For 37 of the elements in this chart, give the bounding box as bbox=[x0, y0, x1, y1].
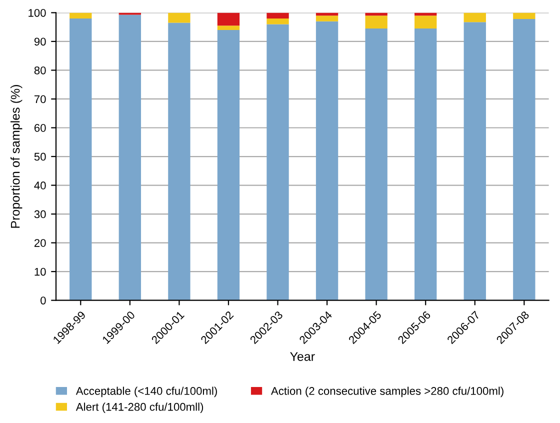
y-tick-label: 10 bbox=[34, 268, 46, 276]
y-tick-label: 30 bbox=[34, 210, 46, 218]
bar bbox=[365, 16, 388, 29]
y-tick-label: 80 bbox=[34, 66, 46, 74]
y-axis-title: Proportion of samples (%) bbox=[10, 85, 22, 228]
y-tick-label: 0 bbox=[40, 296, 46, 304]
bar bbox=[118, 14, 142, 300]
bar bbox=[217, 26, 240, 30]
y-tick-label: 70 bbox=[34, 95, 46, 104]
bar bbox=[464, 22, 486, 300]
bar bbox=[414, 16, 437, 29]
bar bbox=[266, 24, 289, 300]
bar bbox=[316, 16, 338, 22]
bar bbox=[168, 12, 190, 23]
y-tick-label: 50 bbox=[34, 152, 46, 161]
y-tick-label: 100 bbox=[28, 8, 46, 17]
legend-label: Alert (141-280 cfu/100mll) bbox=[76, 402, 204, 413]
bar bbox=[316, 21, 338, 300]
bar bbox=[365, 28, 388, 300]
bar bbox=[217, 12, 240, 26]
bar bbox=[168, 22, 190, 300]
bar bbox=[414, 28, 437, 300]
bar bbox=[70, 18, 92, 300]
bar bbox=[513, 19, 536, 300]
bar bbox=[217, 30, 240, 300]
bar bbox=[266, 12, 289, 18]
y-tick-label: 60 bbox=[34, 124, 46, 132]
y-tick-label: 90 bbox=[34, 38, 46, 46]
bar bbox=[513, 12, 536, 20]
y-tick-label: 20 bbox=[34, 239, 46, 247]
y-tick-label: 40 bbox=[34, 182, 46, 190]
bar bbox=[464, 12, 486, 22]
legend-label: Acceptable (<140 cfu/100ml) bbox=[76, 386, 217, 398]
x-axis-title: Year bbox=[290, 352, 315, 361]
bar bbox=[266, 18, 289, 24]
bar bbox=[70, 12, 92, 18]
legend-label: Action (2 consecutive samples >280 cfu/100ml) bbox=[270, 386, 504, 398]
